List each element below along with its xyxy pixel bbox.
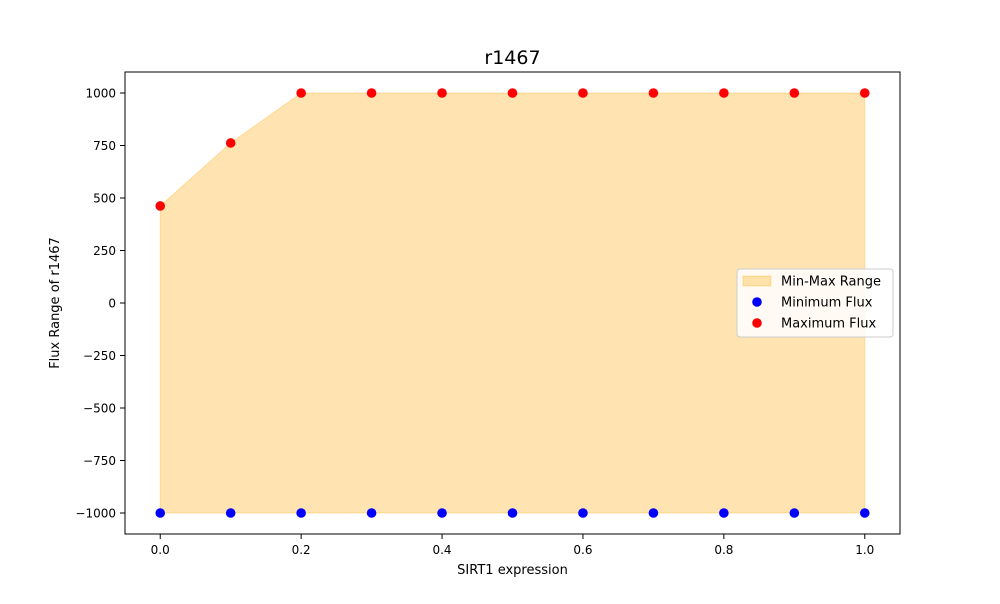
- y-tick-label: −250: [83, 349, 116, 363]
- minimum-flux-point: [437, 508, 447, 518]
- minimum-flux-point: [789, 508, 800, 518]
- maximum-flux-point: [366, 88, 377, 98]
- y-tick-label: −750: [83, 454, 116, 468]
- x-tick-label: 0.6: [573, 543, 592, 557]
- maximum-flux-point: [296, 88, 306, 98]
- y-tick-label: −1000: [75, 507, 116, 521]
- maximum-flux-legend-marker: [752, 318, 762, 328]
- x-tick-label: 0.4: [432, 543, 451, 557]
- minimum-flux-point: [155, 508, 166, 518]
- x-tick-label: 0.0: [151, 543, 170, 557]
- y-tick-label: 500: [93, 192, 116, 206]
- y-axis-label: Flux Range of r1467: [48, 237, 63, 369]
- maximum-flux-point: [789, 88, 800, 98]
- y-tick-label: 1000: [85, 87, 116, 101]
- minimum-flux-point: [719, 508, 729, 518]
- maximum-flux-point: [859, 88, 870, 98]
- maximum-flux-point: [719, 88, 729, 98]
- legend-box: [736, 268, 894, 338]
- minimum-flux-point: [366, 508, 377, 518]
- min-max-range-legend-label: Min-Max Range: [781, 275, 881, 290]
- y-tick-label: 0: [108, 297, 116, 311]
- y-axis: −1000 −750 −500 −250 0 250 500 750 1000: [75, 87, 125, 521]
- maximum-flux-legend-label: Maximum Flux: [781, 317, 877, 332]
- legend: Min-Max Range Minimum Flux Maximum Flux: [736, 268, 894, 338]
- minimum-flux-point: [507, 508, 518, 518]
- x-tick-label: 1.0: [855, 543, 874, 557]
- maximum-flux-point: [507, 88, 518, 98]
- y-tick-label: 750: [93, 139, 116, 153]
- chart-title: r1467: [484, 47, 540, 69]
- minimum-flux-point: [225, 508, 236, 518]
- x-tick-label: 0.2: [292, 543, 311, 557]
- maximum-flux-point: [648, 88, 659, 98]
- min-max-range-legend-swatch: [742, 275, 772, 287]
- minimum-flux-legend-label: Minimum Flux: [781, 296, 873, 311]
- y-tick-label: 250: [93, 244, 116, 258]
- y-tick-label: −500: [83, 402, 116, 416]
- maximum-flux-point: [155, 201, 166, 211]
- minimum-flux-legend-marker: [752, 297, 762, 307]
- points-layer: [155, 88, 870, 518]
- maximum-flux-point: [437, 88, 447, 98]
- x-axis: 0.0 0.2 0.4 0.6 0.8 1.0: [151, 534, 874, 557]
- minimum-flux-point: [859, 508, 870, 518]
- maximum-flux-point: [578, 88, 588, 98]
- minimum-flux-point: [648, 508, 659, 518]
- maximum-flux-point: [225, 138, 236, 148]
- minimum-flux-point: [578, 508, 588, 518]
- minimum-flux-point: [296, 508, 306, 518]
- x-tick-label: 0.8: [714, 543, 733, 557]
- x-axis-label: SIRT1 expression: [457, 563, 568, 578]
